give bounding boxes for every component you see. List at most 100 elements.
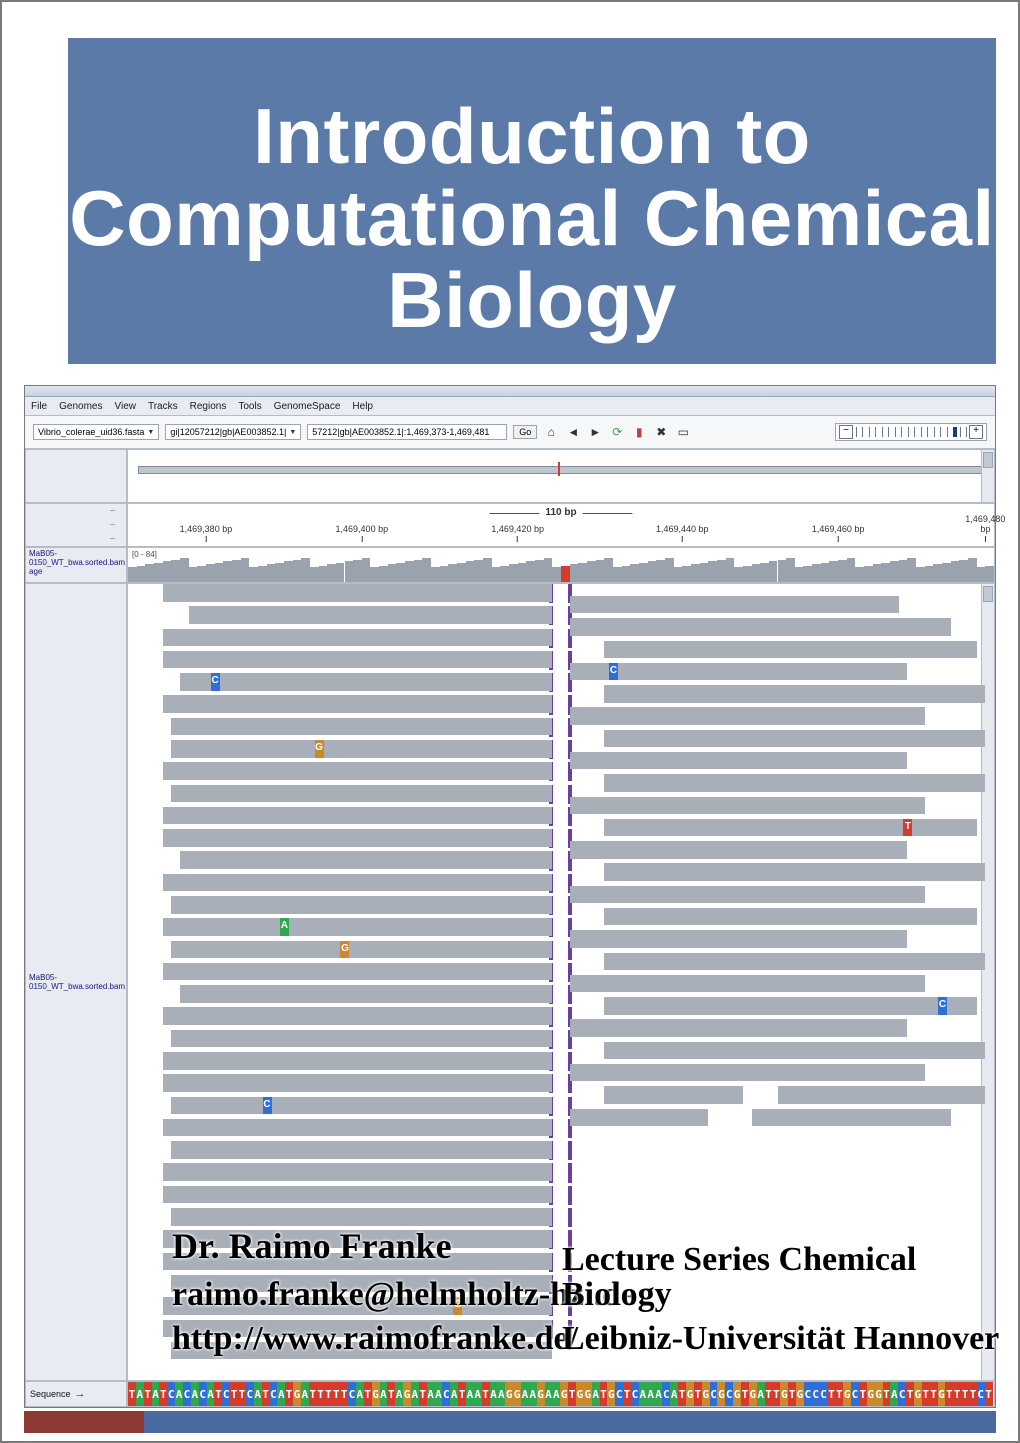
sequence-base: A	[427, 1382, 435, 1406]
alignment-read: G	[171, 941, 552, 959]
sequence-base: C	[804, 1382, 812, 1406]
forward-icon[interactable]: ►	[587, 424, 603, 440]
alignment-read	[163, 695, 553, 713]
alignment-read	[163, 584, 553, 602]
sequence-base: T	[317, 1382, 325, 1406]
snapshot-icon[interactable]: ✖	[653, 424, 669, 440]
sequence-track-label[interactable]: Sequence →	[25, 1381, 127, 1407]
zoom-slider[interactable]: − +	[835, 423, 987, 441]
sequence-base: A	[647, 1382, 655, 1406]
menu-genomes[interactable]: Genomes	[59, 401, 102, 412]
sequence-base: G	[537, 1382, 545, 1406]
coverage-track-name: MaB05-0150_WT_bwa.sorted.bam	[29, 550, 123, 568]
region-icon[interactable]: ▮	[631, 424, 647, 440]
sequence-base: A	[592, 1382, 600, 1406]
sequence-base: T	[419, 1382, 427, 1406]
title-panel: Introduction to Computational Chemical B…	[68, 38, 996, 364]
sequence-base: C	[199, 1382, 207, 1406]
sequence-base: G	[560, 1382, 568, 1406]
sequence-base: T	[765, 1382, 773, 1406]
alignment-read	[570, 1019, 908, 1037]
coverage-track[interactable]: [0 - 84]	[127, 547, 995, 583]
menu-genomespace[interactable]: GenomeSpace	[274, 401, 341, 412]
sequence-base: C	[222, 1382, 230, 1406]
menu-view[interactable]: View	[114, 401, 136, 412]
ideogram[interactable]	[127, 449, 995, 503]
menu-file[interactable]: File	[31, 401, 47, 412]
sequence-base: A	[890, 1382, 898, 1406]
sequence-base: T	[741, 1382, 749, 1406]
sequence-base: T	[906, 1382, 914, 1406]
scrollbar[interactable]	[981, 450, 994, 502]
home-icon[interactable]: ⌂	[543, 424, 559, 440]
ideogram-label-cell	[25, 449, 127, 503]
sequence-base: A	[356, 1382, 364, 1406]
location-input[interactable]: 57212|gb|AE003852.1|:1,469,373-1,469,481	[307, 424, 507, 440]
sequence-base: T	[827, 1382, 835, 1406]
chromosome-select[interactable]: gi|12057212|gb|AE003852.1| ▼	[165, 424, 301, 440]
alignment-read	[570, 797, 925, 815]
sequence-base: G	[513, 1382, 521, 1406]
sequence-base: C	[348, 1382, 356, 1406]
sequence-base: T	[324, 1382, 332, 1406]
menu-tools[interactable]: Tools	[238, 401, 261, 412]
zoom-ticks[interactable]	[856, 426, 966, 438]
alignment-read	[163, 1119, 553, 1137]
sequence-base: T	[364, 1382, 372, 1406]
back-icon[interactable]: ◄	[565, 424, 581, 440]
sequence-base: T	[214, 1382, 222, 1406]
alignment-read	[570, 886, 925, 904]
sequence-base: T	[772, 1382, 780, 1406]
ruler-tick: 1,469,420 bp	[491, 524, 544, 542]
alignment-read	[163, 651, 553, 669]
menu-tracks[interactable]: Tracks	[148, 401, 178, 412]
alignment-read	[604, 908, 976, 926]
sequence-base: A	[450, 1382, 458, 1406]
sequence-base: A	[207, 1382, 215, 1406]
sequence-base: A	[175, 1382, 183, 1406]
alignment-read	[171, 1030, 552, 1048]
alignment-read	[163, 1052, 553, 1070]
sequence-base: T	[482, 1382, 490, 1406]
sequence-base: G	[702, 1382, 710, 1406]
sequence-base: C	[662, 1382, 670, 1406]
zoom-in-icon[interactable]: +	[969, 425, 983, 439]
alignment-read	[570, 930, 908, 948]
alignment-track-label[interactable]: MaB05-0150_WT_bwa.sorted.bam	[25, 583, 127, 1381]
alignment-read	[570, 841, 908, 859]
popup-icon[interactable]: ▭	[675, 424, 691, 440]
zoom-out-icon[interactable]: −	[839, 425, 853, 439]
sequence-base: A	[395, 1382, 403, 1406]
sequence-base: G	[780, 1382, 788, 1406]
sequence-base: C	[631, 1382, 639, 1406]
sequence-base: C	[710, 1382, 718, 1406]
lecture-series: Lecture Series Chemical Biology	[562, 1242, 1018, 1313]
alignment-read	[163, 874, 553, 892]
sequence-base: T	[387, 1382, 395, 1406]
menu-help[interactable]: Help	[352, 401, 373, 412]
footer-stripe-red	[24, 1411, 144, 1433]
sequence-base: A	[301, 1382, 309, 1406]
refresh-icon[interactable]: ⟳	[609, 424, 625, 440]
sequence-base: T	[969, 1382, 977, 1406]
ruler[interactable]: 110 bp 1,469,380 bp1,469,400 bp1,469,420…	[127, 503, 995, 547]
sequence-base: T	[945, 1382, 953, 1406]
ruler-tick: 1,469,400 bp	[336, 524, 389, 542]
sequence-base: G	[749, 1382, 757, 1406]
coverage-track-label[interactable]: MaB05-0150_WT_bwa.sorted.bam age	[25, 547, 127, 583]
genome-select[interactable]: Vibrio_colerae_uid36.fasta ▼	[33, 424, 159, 440]
sequence-base: G	[607, 1382, 615, 1406]
sequence-base: C	[246, 1382, 254, 1406]
sequence-base: A	[152, 1382, 160, 1406]
sequence-base: G	[293, 1382, 301, 1406]
ruler-tick: 1,469,460 bp	[812, 524, 865, 542]
alignment-read	[604, 641, 976, 659]
menu-regions[interactable]: Regions	[190, 401, 227, 412]
sequence-track[interactable]: TATATCACACATCTTCATCATGATTTTTCATGATAGATAA…	[127, 1381, 995, 1407]
sequence-base: T	[128, 1382, 136, 1406]
sequence-base: C	[812, 1382, 820, 1406]
sequence-base: A	[277, 1382, 285, 1406]
go-button[interactable]: Go	[513, 425, 537, 439]
alignment-read	[752, 1109, 951, 1127]
alignment-read	[604, 685, 985, 703]
